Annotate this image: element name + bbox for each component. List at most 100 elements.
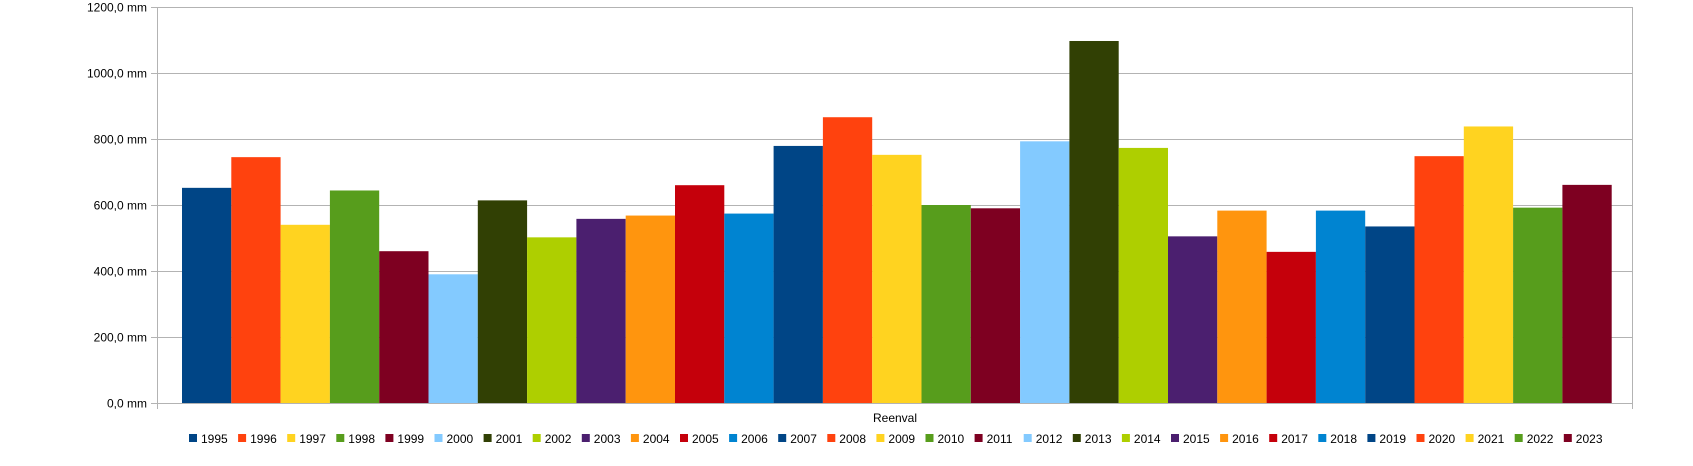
legend-label-2022: 2022 (1527, 432, 1554, 446)
y-axis-ticks: 0,0 mm 200,0 mm 400,0 mm 600,0 mm 800,0 mm 10… (87, 1, 157, 411)
legend-swatch-2010 (925, 434, 934, 442)
legend-swatch-2001 (483, 434, 492, 442)
bar-2009 (872, 154, 922, 403)
legend-label-2020: 2020 (1429, 432, 1456, 446)
bar-2006 (724, 213, 774, 403)
y-tick-label: 1200,0 mm (87, 1, 147, 15)
legend-swatch-1999 (385, 434, 394, 442)
bar-2008 (822, 117, 873, 403)
legend-label-2013: 2013 (1085, 432, 1112, 446)
legend-swatch-2023 (1563, 434, 1572, 442)
legend-label-2002: 2002 (545, 432, 572, 446)
y-tick-label: 0,0 mm (107, 397, 147, 411)
legend-label-2007: 2007 (790, 432, 817, 446)
legend-swatch-2003 (581, 434, 590, 442)
bar-2012 (1020, 141, 1070, 403)
legend-label-2004: 2004 (643, 432, 670, 446)
legend-swatch-2002 (532, 434, 541, 442)
legend-swatch-2021 (1465, 434, 1474, 442)
legend-label-2017: 2017 (1281, 432, 1308, 446)
legend-swatch-2016 (1220, 434, 1229, 442)
legend-swatch-1997 (287, 434, 296, 442)
legend-label-1996: 1996 (250, 432, 277, 446)
x-category-label: Reenval (873, 411, 917, 425)
bars (182, 40, 1612, 404)
bar-2005 (675, 185, 725, 403)
bar-2019 (1365, 226, 1415, 403)
bar-2011 (970, 208, 1021, 403)
bar-1997 (280, 224, 330, 403)
legend-label-1998: 1998 (348, 432, 375, 446)
y-tick-label: 800,0 mm (94, 133, 147, 147)
legend-swatch-2006 (729, 434, 738, 442)
legend-label-2005: 2005 (692, 432, 719, 446)
legend-label-1995: 1995 (201, 432, 228, 446)
bar-2002 (527, 237, 577, 403)
legend-swatch-2011 (974, 434, 983, 442)
legend-swatch-1998 (336, 434, 345, 442)
bar-2020 (1414, 156, 1464, 403)
legend: 1995 1996 1997 1998 1999 2000 2001 2002 2003 2004… (189, 432, 1603, 446)
legend-swatch-2020 (1416, 434, 1425, 442)
legend-label-2011: 2011 (987, 432, 1013, 446)
y-tick-label: 200,0 mm (94, 331, 147, 345)
bar-1995 (182, 187, 232, 403)
axes (157, 7, 1633, 409)
legend-label-2009: 2009 (888, 432, 915, 446)
legend-label-1997: 1997 (299, 432, 326, 446)
legend-label-2000: 2000 (447, 432, 474, 446)
legend-swatch-2015 (1171, 434, 1179, 442)
legend-label-2010: 2010 (938, 432, 965, 446)
legend-swatch-2004 (630, 434, 639, 442)
bar-2003 (576, 218, 626, 403)
legend-label-2001: 2001 (496, 432, 523, 446)
y-tick-label: 1000,0 mm (87, 67, 147, 81)
legend-swatch-2014 (1121, 434, 1130, 442)
bar-2004 (625, 215, 675, 403)
bar-2014 (1118, 147, 1168, 403)
legend-swatch-2005 (680, 434, 688, 442)
legend-swatch-2017 (1269, 434, 1278, 442)
bar-2021 (1463, 126, 1514, 404)
legend-label-2003: 2003 (594, 432, 621, 446)
legend-swatch-1996 (238, 434, 247, 442)
bar-2010 (921, 205, 971, 403)
bar-2000 (428, 274, 478, 403)
legend-label-1999: 1999 (397, 432, 424, 446)
legend-swatch-2009 (876, 434, 885, 442)
legend-swatch-2012 (1023, 434, 1032, 442)
legend-label-2021: 2021 (1478, 432, 1505, 446)
legend-label-2014: 2014 (1134, 432, 1161, 446)
legend-swatch-2000 (434, 434, 443, 442)
legend-swatch-2022 (1514, 434, 1523, 442)
bar-2016 (1217, 210, 1267, 403)
y-tick-label: 600,0 mm (94, 199, 147, 213)
bar-2001 (477, 200, 528, 403)
legend-swatch-2018 (1318, 434, 1327, 442)
bar-2023 (1562, 184, 1612, 403)
bar-2007 (773, 145, 823, 403)
bar-2015 (1168, 236, 1218, 403)
legend-swatch-2013 (1072, 434, 1081, 442)
bar-2017 (1266, 251, 1316, 403)
legend-swatch-2007 (778, 434, 787, 442)
legend-label-2006: 2006 (741, 432, 768, 446)
bar-2022 (1513, 207, 1563, 403)
bar-1996 (231, 157, 281, 403)
bar-2018 (1315, 210, 1366, 403)
bar-1998 (329, 190, 380, 403)
legend-label-2019: 2019 (1379, 432, 1406, 446)
legend-label-2008: 2008 (839, 432, 866, 446)
legend-swatch-1995 (189, 434, 197, 442)
legend-label-2023: 2023 (1576, 432, 1603, 446)
legend-swatch-2019 (1367, 434, 1376, 442)
legend-label-2015: 2015 (1183, 432, 1210, 446)
legend-label-2016: 2016 (1232, 432, 1259, 446)
y-tick-label: 400,0 mm (94, 265, 147, 279)
legend-label-2012: 2012 (1036, 432, 1063, 446)
bar-1999 (379, 251, 429, 403)
legend-label-2018: 2018 (1330, 432, 1357, 446)
legend-swatch-2008 (827, 434, 836, 442)
bar-2013 (1069, 40, 1119, 404)
